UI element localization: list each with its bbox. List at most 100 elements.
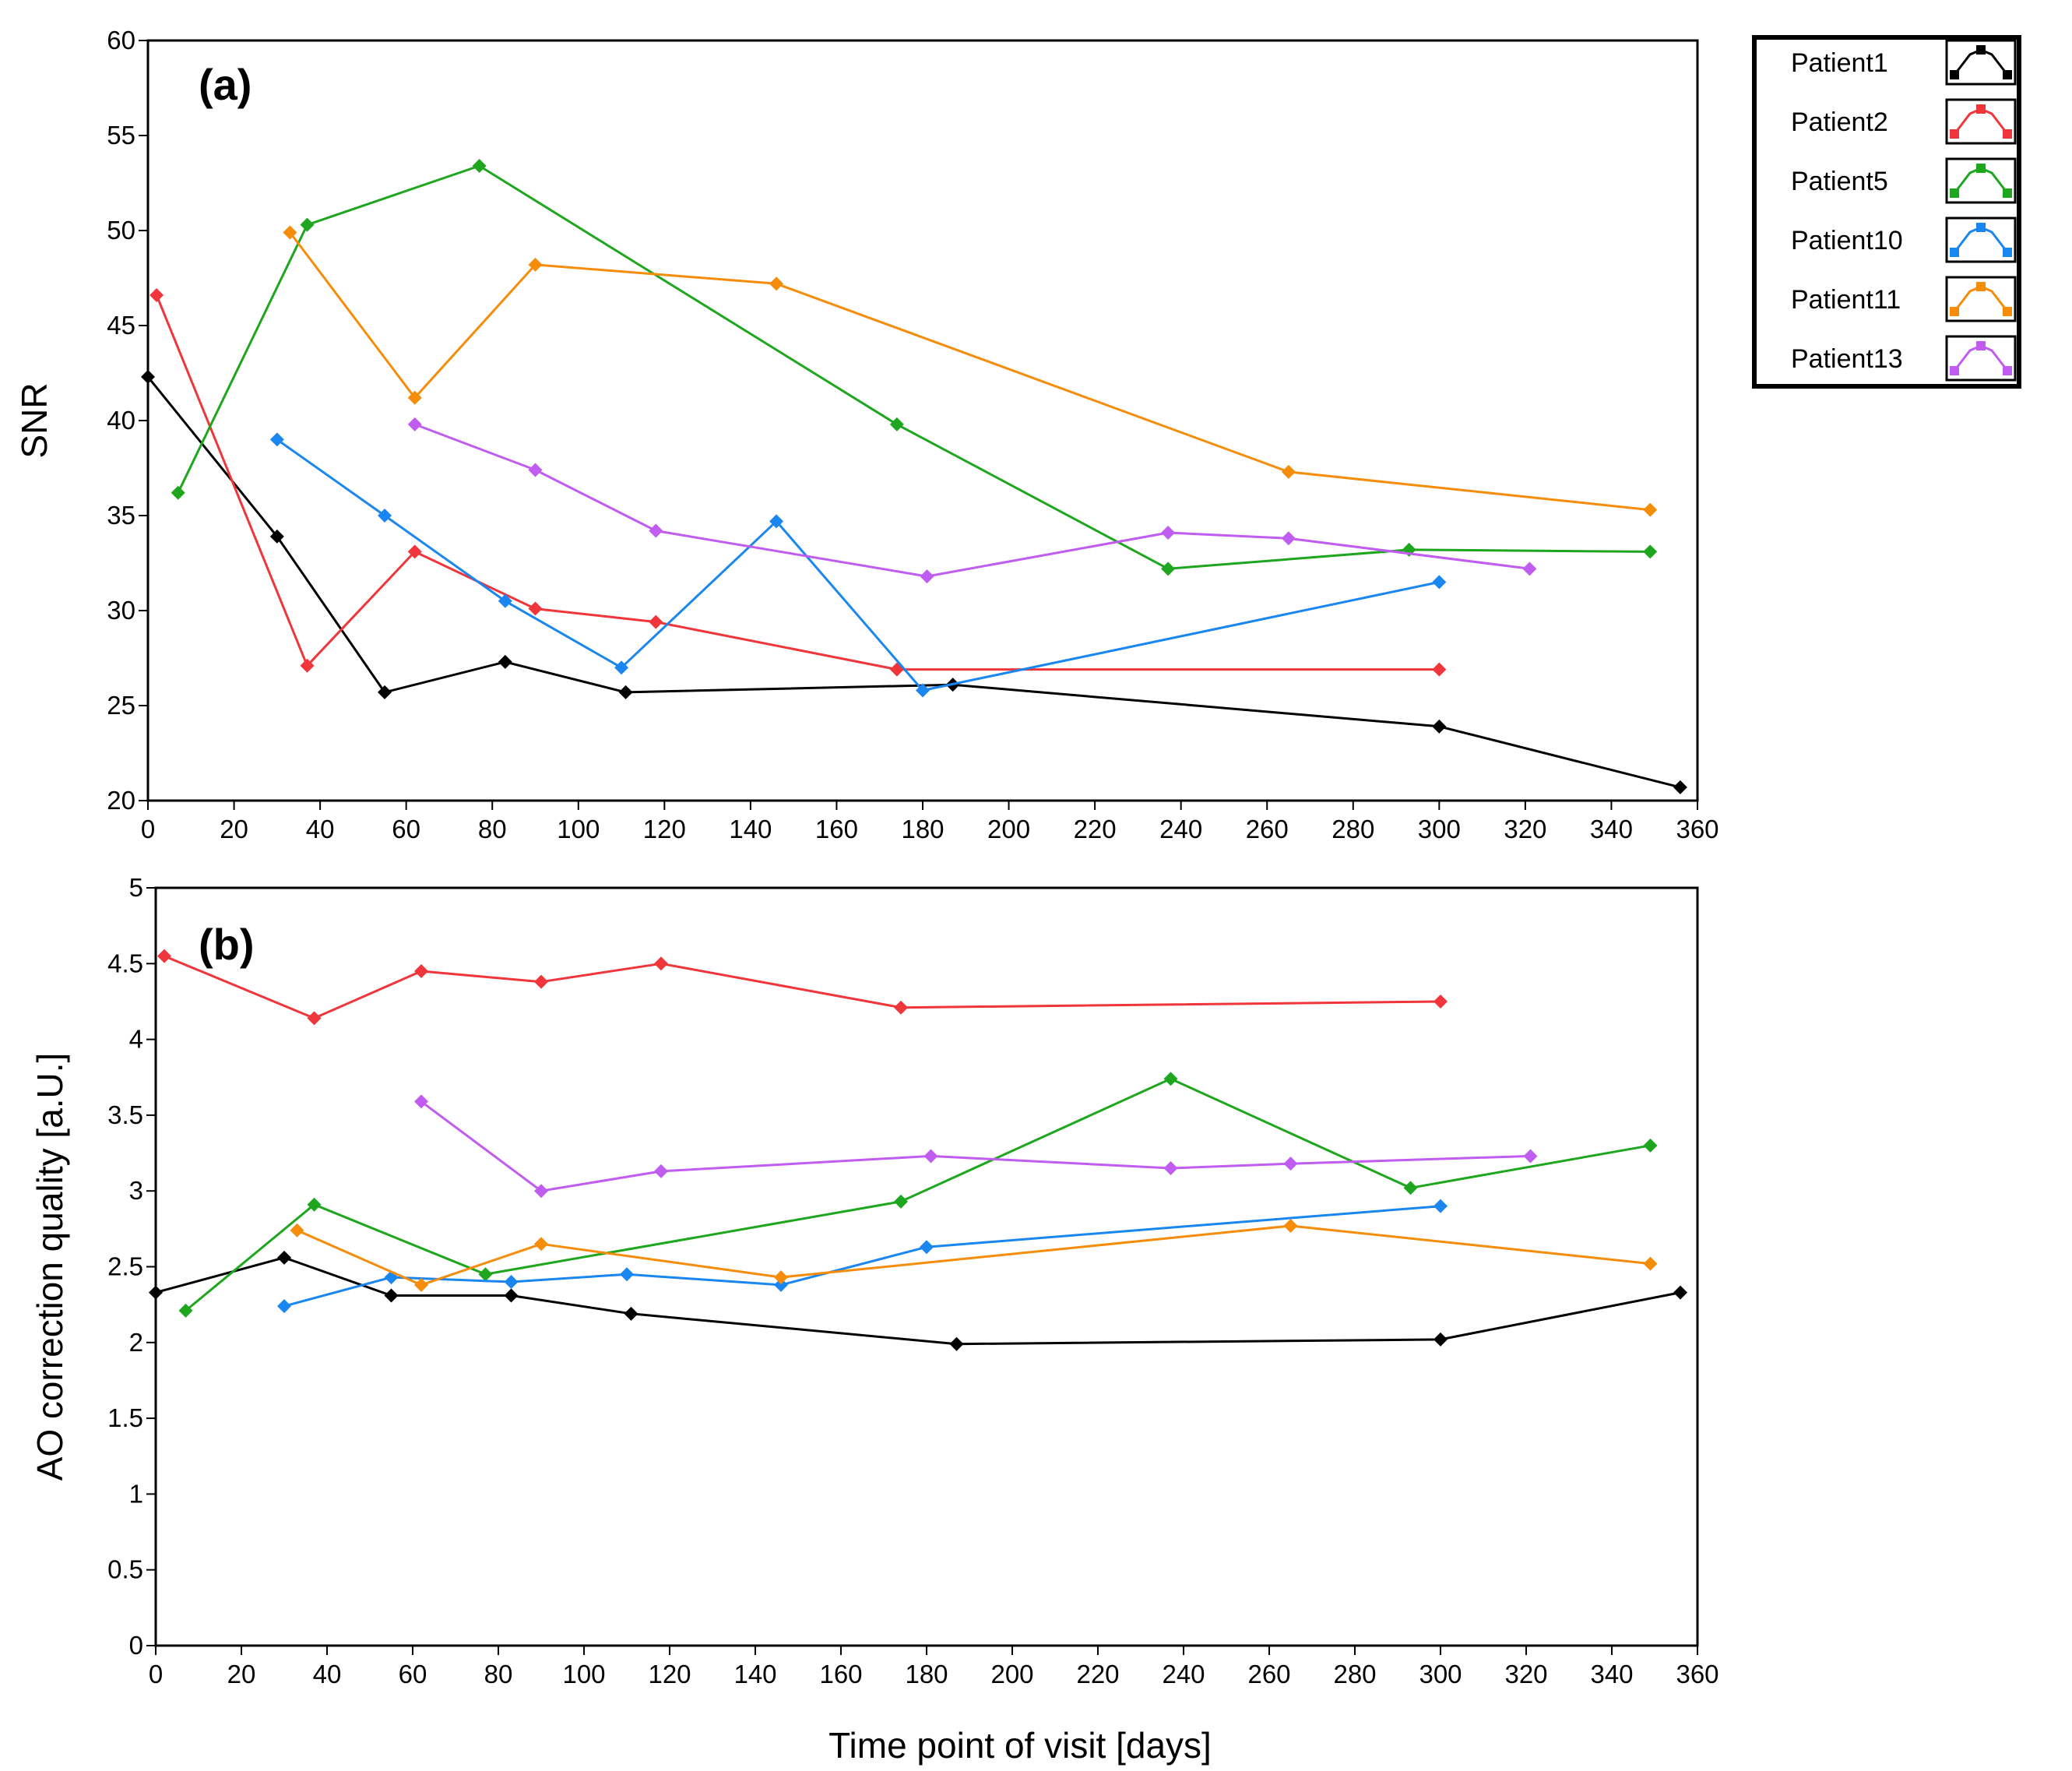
y-tick-label: 5 bbox=[129, 873, 143, 902]
data-point-patient2 bbox=[300, 658, 315, 673]
data-point-patient2 bbox=[407, 544, 422, 559]
data-point-patient2 bbox=[307, 1011, 322, 1026]
y-tick-label: 20 bbox=[107, 786, 135, 815]
data-point-patient2 bbox=[157, 949, 171, 963]
x-axis-title: Time point of visit [days] bbox=[828, 1725, 1212, 1766]
x-tick-label: 20 bbox=[220, 815, 248, 843]
data-point-patient13 bbox=[654, 1164, 668, 1178]
data-point-patient13 bbox=[920, 569, 934, 584]
series-patient2 bbox=[157, 949, 1448, 1026]
data-point-patient13 bbox=[1281, 531, 1296, 546]
legend-marker-patient5 bbox=[1976, 164, 1986, 173]
x-tick-label: 0 bbox=[149, 1660, 163, 1688]
y-tick-label: 3 bbox=[129, 1176, 143, 1205]
data-point-patient13 bbox=[1163, 1161, 1178, 1176]
series-line-patient11 bbox=[296, 1224, 1651, 1287]
data-point-patient10 bbox=[774, 1277, 788, 1292]
data-point-patient5 bbox=[1161, 562, 1176, 576]
legend-marker-patient5 bbox=[1950, 188, 1959, 198]
x-tick-label: 240 bbox=[1159, 815, 1202, 843]
y-axis-title-a: SNR bbox=[14, 382, 55, 458]
y-tick-label: 35 bbox=[107, 501, 135, 530]
legend-marker-patient1 bbox=[2003, 70, 2012, 79]
data-point-patient13 bbox=[1523, 1149, 1538, 1164]
series-patient1 bbox=[149, 1250, 1687, 1351]
x-tick-label: 100 bbox=[557, 815, 600, 843]
x-tick-label: 120 bbox=[643, 815, 686, 843]
data-point-patient1 bbox=[149, 1285, 163, 1300]
series-patient11 bbox=[283, 225, 1658, 517]
data-point-patient1 bbox=[618, 685, 633, 699]
legend-marker-patient13 bbox=[1976, 341, 1986, 350]
legend-marker-patient11 bbox=[2003, 307, 2012, 316]
data-point-patient1 bbox=[1673, 1285, 1687, 1300]
data-point-patient2 bbox=[534, 974, 548, 989]
legend-marker-patient11 bbox=[1976, 282, 1986, 291]
legend-marker-patient13 bbox=[1950, 366, 1959, 375]
y-tick-label: 1.5 bbox=[107, 1403, 143, 1432]
legend-marker-patient10 bbox=[1976, 223, 1986, 232]
x-tick-label: 100 bbox=[562, 1660, 605, 1688]
legend: Patient1 Patient2 Patient5 Patient10 Patient… bbox=[1752, 35, 2021, 389]
data-point-patient10 bbox=[1432, 575, 1447, 590]
legend-marker-patient2 bbox=[2003, 129, 2012, 139]
x-tick-label: 340 bbox=[1590, 1660, 1633, 1688]
data-point-patient1 bbox=[378, 685, 392, 699]
y-axis-title-b: AO correction quality [a.U.] bbox=[30, 1053, 70, 1481]
legend-label-patient13: Patient13 bbox=[1791, 344, 1903, 374]
data-point-patient13 bbox=[528, 463, 543, 477]
y-tick-label: 50 bbox=[107, 216, 135, 245]
data-point-patient1 bbox=[1673, 780, 1687, 794]
y-tick-label: 45 bbox=[107, 311, 135, 340]
legend-label-patient1: Patient1 bbox=[1791, 48, 1888, 78]
y-tick-label: 40 bbox=[107, 406, 135, 435]
data-point-patient1 bbox=[498, 654, 512, 669]
legend-marker-patient2 bbox=[1976, 104, 1986, 114]
data-point-patient10 bbox=[614, 660, 629, 675]
data-point-patient5 bbox=[307, 1197, 322, 1212]
data-point-patient2 bbox=[150, 287, 164, 302]
series-patient5 bbox=[178, 1072, 1658, 1318]
data-point-patient1 bbox=[1432, 719, 1447, 734]
data-point-patient11 bbox=[283, 225, 297, 240]
x-tick-label: 360 bbox=[1676, 815, 1718, 843]
series-line-patient11 bbox=[289, 231, 1651, 512]
data-point-patient2 bbox=[649, 614, 663, 629]
data-point-patient2 bbox=[1434, 994, 1448, 1009]
data-point-patient2 bbox=[528, 601, 543, 616]
data-point-patient5 bbox=[300, 217, 315, 232]
legend-marker-patient13 bbox=[2003, 366, 2012, 375]
data-point-patient10 bbox=[269, 432, 284, 447]
data-point-patient11 bbox=[534, 1237, 548, 1252]
x-tick-label: 120 bbox=[648, 1660, 691, 1688]
y-tick-label: 30 bbox=[107, 596, 135, 625]
data-point-patient5 bbox=[1643, 1138, 1658, 1153]
series-line-patient1 bbox=[155, 1256, 1681, 1346]
legend-marker-patient10 bbox=[2003, 248, 2012, 257]
x-tick-label: 40 bbox=[306, 815, 335, 843]
data-point-patient10 bbox=[769, 514, 784, 529]
data-point-patient11 bbox=[528, 257, 543, 272]
x-tick-label: 60 bbox=[392, 815, 420, 843]
x-tick-label: 300 bbox=[1418, 815, 1461, 843]
data-point-patient13 bbox=[1522, 562, 1537, 576]
panel-label-a: (a) bbox=[199, 60, 252, 109]
x-tick-label: 340 bbox=[1590, 815, 1633, 843]
data-point-patient5 bbox=[1643, 544, 1658, 559]
data-point-patient13 bbox=[1283, 1157, 1298, 1171]
data-point-patient11 bbox=[769, 276, 784, 291]
data-point-patient13 bbox=[407, 417, 422, 431]
series-patient10 bbox=[277, 1199, 1448, 1314]
x-tick-label: 180 bbox=[901, 815, 944, 843]
data-point-patient11 bbox=[407, 390, 422, 405]
x-tick-label: 180 bbox=[905, 1660, 948, 1688]
data-point-patient10 bbox=[378, 509, 392, 523]
x-tick-label: 40 bbox=[313, 1660, 342, 1688]
y-tick-label: 4 bbox=[129, 1025, 143, 1054]
data-point-patient2 bbox=[414, 964, 428, 979]
data-point-patient13 bbox=[923, 1149, 938, 1164]
x-tick-label: 60 bbox=[399, 1660, 427, 1688]
data-point-patient10 bbox=[1434, 1199, 1448, 1213]
series-line-patient1 bbox=[146, 375, 1681, 789]
